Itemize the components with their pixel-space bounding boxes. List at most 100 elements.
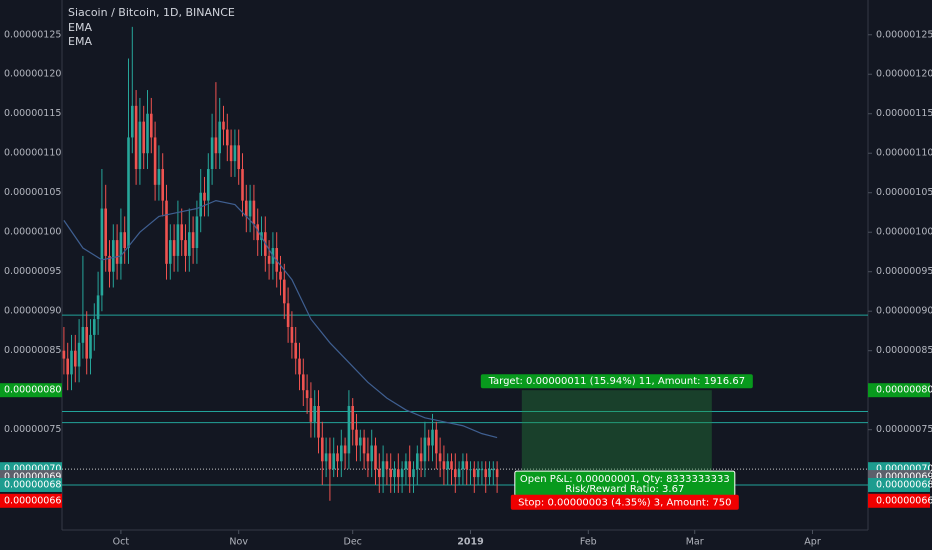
y-tick-label: 0.00000075 xyxy=(4,424,61,435)
candle-body xyxy=(465,461,469,470)
y-tick-label: 0.00000115 xyxy=(876,108,932,119)
y-tick-label: 0.00000105 xyxy=(4,187,61,198)
y-tick-label: 0.00000095 xyxy=(876,266,932,277)
candle-body xyxy=(427,437,431,446)
price-label: 0.00000069 xyxy=(4,472,61,483)
y-tick-label: 0.00000095 xyxy=(4,266,61,277)
candle-body xyxy=(404,461,408,470)
candle-body xyxy=(77,342,81,367)
candle-body xyxy=(416,453,419,470)
candle-body xyxy=(146,113,149,154)
candle-body xyxy=(245,200,248,217)
candle-body xyxy=(412,469,415,478)
candle-body xyxy=(112,240,115,272)
stop-label: Stop: 0.00000003 (4.35%) 3, Amount: 750 xyxy=(518,497,731,508)
candle-body xyxy=(393,469,396,478)
candle-body xyxy=(241,169,244,201)
price-label: 0.00000068 xyxy=(876,479,932,490)
y-tick-label: 0.00000100 xyxy=(4,227,61,238)
price-label-bg xyxy=(868,477,930,492)
candle-body xyxy=(279,271,282,280)
y-tick-label: 0.00000115 xyxy=(4,108,61,119)
x-tick-label: Apr xyxy=(804,537,821,548)
candle-body xyxy=(218,121,222,154)
candle-body xyxy=(340,445,343,462)
candle-body xyxy=(476,469,480,478)
price-label: 0.00000070 xyxy=(876,464,932,475)
target-label: Target: 0.00000011 (15.94%) 11, Amount: … xyxy=(488,376,746,387)
candle-body xyxy=(454,469,457,478)
candle-body xyxy=(199,192,203,217)
candle-body xyxy=(366,453,370,462)
price-label: 0.00000068 xyxy=(4,479,61,490)
candle-body xyxy=(321,437,324,462)
candle-body xyxy=(492,469,495,471)
candle-body xyxy=(203,192,206,201)
candle-body xyxy=(142,121,146,154)
pnl-label: Open P&L: 0.00000001, Qty: 8333333333 xyxy=(520,474,730,485)
price-label: 0.00000070 xyxy=(4,464,61,475)
price-label-bg xyxy=(0,383,62,398)
chart-title: Siacoin / Bitcoin, 1D, BINANCE xyxy=(68,6,235,19)
candle-body xyxy=(70,350,73,375)
candle-body xyxy=(305,390,309,399)
candle-body xyxy=(62,350,66,359)
y-tick-label: 0.00000090 xyxy=(4,306,61,317)
candle-body xyxy=(184,240,187,256)
indicator-label: EMA xyxy=(68,35,92,48)
candle-body xyxy=(484,469,488,478)
candle-body xyxy=(222,121,225,130)
candle-body xyxy=(302,374,305,391)
candle-body xyxy=(317,405,320,438)
candle-body xyxy=(378,469,381,478)
candle-body xyxy=(294,342,298,359)
candle-body xyxy=(93,319,96,335)
candle-body xyxy=(332,453,336,470)
candle-body xyxy=(226,129,229,146)
candle-body xyxy=(207,169,210,201)
y-tick-label: 0.00000085 xyxy=(876,345,932,356)
candle-body xyxy=(480,469,484,471)
candle-body xyxy=(74,350,77,367)
candle-body xyxy=(423,437,427,462)
y-tick-label: 0.00000100 xyxy=(876,227,932,238)
candle-body xyxy=(397,469,400,478)
price-label-bg xyxy=(0,477,62,492)
indicator-label: EMA xyxy=(68,21,92,34)
target-zone xyxy=(521,390,712,478)
y-tick-label: 0.00000125 xyxy=(876,29,932,40)
candle-body xyxy=(431,429,434,446)
candle-body xyxy=(89,334,92,359)
y-tick-label: 0.00000120 xyxy=(4,69,61,80)
x-tick-label: Feb xyxy=(580,537,597,548)
candle-body xyxy=(165,200,168,264)
y-tick-label: 0.00000110 xyxy=(4,148,61,159)
candle-body xyxy=(115,240,119,264)
candle-body xyxy=(138,121,142,170)
candle-body xyxy=(450,461,453,470)
candle-body xyxy=(252,200,256,225)
candle-body xyxy=(104,208,108,256)
ema-line xyxy=(63,200,498,439)
candle-body xyxy=(214,137,218,154)
candle-body xyxy=(400,469,404,478)
candle-body xyxy=(446,461,450,470)
candle-body xyxy=(328,453,332,470)
price-label: 0.00000069 xyxy=(876,472,932,483)
candle-body xyxy=(313,405,317,422)
candle-body xyxy=(298,358,301,375)
price-label: 0.00000066 xyxy=(876,495,932,506)
candle-body xyxy=(374,445,377,470)
candle-body xyxy=(457,469,461,478)
candle-body xyxy=(108,255,111,272)
candle-body xyxy=(157,169,161,185)
candle-body xyxy=(172,240,176,256)
candle-body xyxy=(119,232,123,264)
candle-body xyxy=(290,327,294,343)
price-label-bg xyxy=(868,493,930,508)
candle-body xyxy=(343,445,347,454)
price-label: 0.00000066 xyxy=(4,495,61,506)
candle-body xyxy=(85,327,89,359)
candle-body xyxy=(150,113,153,138)
